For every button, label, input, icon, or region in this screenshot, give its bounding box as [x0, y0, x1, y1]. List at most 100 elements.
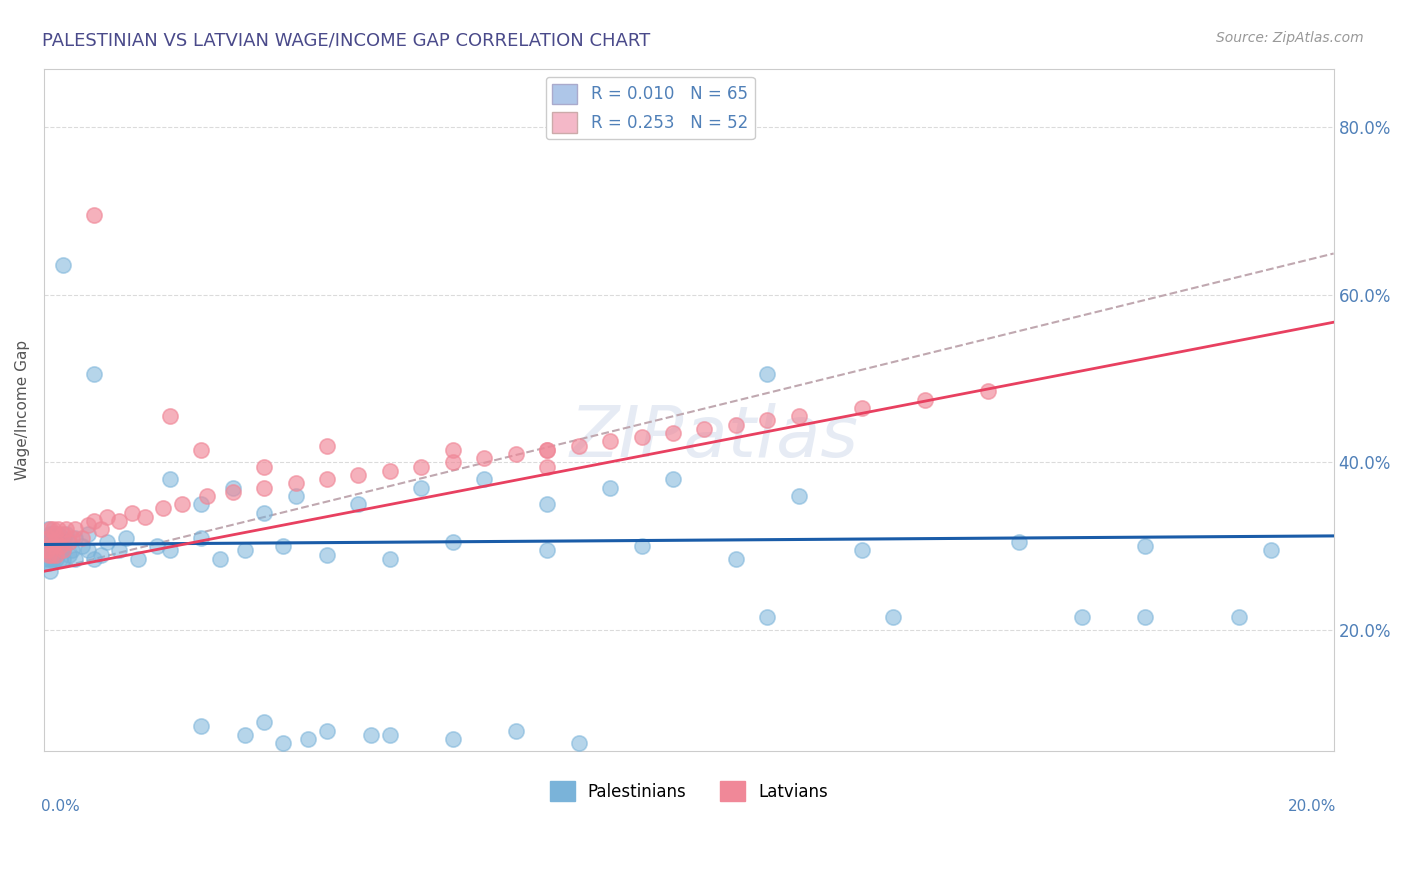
Point: [46, 523, 69, 537]
Point: [756, 413, 779, 427]
Text: 0.0%: 0.0%: [41, 799, 80, 814]
Point: [127, 551, 149, 566]
Point: [536, 442, 558, 457]
Point: [190, 442, 212, 457]
Point: [630, 539, 652, 553]
Point: [48, 539, 70, 553]
Point: [42, 543, 65, 558]
Point: [42, 551, 65, 566]
Point: [253, 506, 276, 520]
Point: [976, 384, 998, 399]
Point: [65, 531, 87, 545]
Text: 20.0%: 20.0%: [1288, 799, 1336, 814]
Legend: R = 0.010   N = 65, R = 0.253   N = 52: R = 0.010 N = 65, R = 0.253 N = 52: [546, 77, 755, 139]
Point: [172, 497, 194, 511]
Point: [77, 543, 100, 558]
Point: [724, 551, 747, 566]
Point: [41, 526, 63, 541]
Point: [190, 497, 212, 511]
Point: [159, 409, 181, 424]
Point: [271, 736, 294, 750]
Point: [70, 531, 93, 545]
Point: [39, 526, 62, 541]
Point: [35, 531, 58, 545]
Point: [42, 523, 65, 537]
Point: [52, 259, 75, 273]
Point: [38, 548, 60, 562]
Point: [108, 514, 131, 528]
Point: [55, 523, 77, 537]
Point: [411, 459, 433, 474]
Point: [190, 531, 212, 545]
Point: [568, 439, 591, 453]
Point: [60, 531, 83, 545]
Point: [45, 551, 67, 566]
Point: [411, 481, 433, 495]
Point: [441, 442, 464, 457]
Point: [1227, 610, 1250, 624]
Point: [1260, 543, 1282, 558]
Point: [662, 425, 685, 440]
Point: [221, 481, 243, 495]
Point: [38, 556, 60, 570]
Point: [37, 531, 59, 545]
Point: [35, 551, 58, 566]
Point: [221, 484, 243, 499]
Point: [37, 523, 59, 537]
Point: [693, 422, 716, 436]
Point: [60, 543, 83, 558]
Point: [360, 728, 382, 742]
Point: [1008, 535, 1031, 549]
Point: [77, 518, 100, 533]
Point: [45, 539, 67, 553]
Point: [724, 417, 747, 432]
Point: [114, 531, 136, 545]
Point: [378, 551, 401, 566]
Point: [316, 723, 339, 738]
Point: [209, 551, 232, 566]
Point: [197, 489, 219, 503]
Point: [83, 551, 105, 566]
Point: [662, 472, 685, 486]
Point: [39, 523, 62, 537]
Point: [284, 476, 307, 491]
Point: [316, 472, 339, 486]
Point: [756, 610, 779, 624]
Point: [37, 539, 59, 553]
Point: [58, 535, 80, 549]
Text: PALESTINIAN VS LATVIAN WAGE/INCOME GAP CORRELATION CHART: PALESTINIAN VS LATVIAN WAGE/INCOME GAP C…: [42, 31, 651, 49]
Point: [159, 543, 181, 558]
Point: [46, 539, 69, 553]
Point: [55, 526, 77, 541]
Point: [1133, 610, 1156, 624]
Point: [297, 731, 319, 746]
Point: [914, 392, 936, 407]
Point: [505, 723, 527, 738]
Point: [146, 539, 169, 553]
Point: [52, 526, 75, 541]
Point: [70, 539, 93, 553]
Point: [83, 208, 105, 222]
Point: [271, 539, 294, 553]
Point: [253, 459, 276, 474]
Point: [65, 551, 87, 566]
Point: [882, 610, 904, 624]
Point: [190, 719, 212, 733]
Point: [42, 539, 65, 553]
Point: [505, 447, 527, 461]
Point: [316, 548, 339, 562]
Point: [39, 543, 62, 558]
Point: [536, 497, 558, 511]
Point: [134, 509, 156, 524]
Point: [599, 434, 621, 449]
Point: [152, 501, 174, 516]
Point: [787, 409, 810, 424]
Point: [568, 736, 591, 750]
Point: [52, 551, 75, 566]
Point: [44, 526, 66, 541]
Point: [45, 535, 67, 549]
Point: [58, 548, 80, 562]
Point: [35, 543, 58, 558]
Point: [787, 489, 810, 503]
Point: [35, 543, 58, 558]
